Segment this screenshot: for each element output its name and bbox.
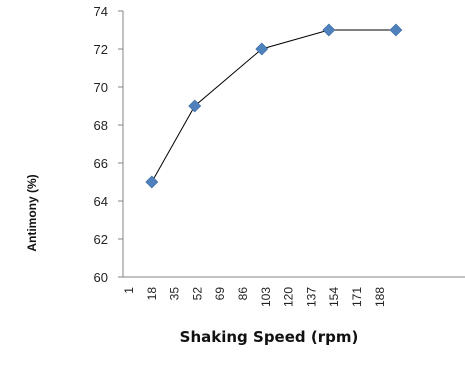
x-tick-label: 18 [145, 287, 159, 301]
x-axis-label: Shaking Speed (rpm) [180, 328, 359, 346]
x-tick-label: 1 [122, 287, 136, 294]
x-tick-label: 69 [213, 287, 227, 301]
y-tick-label: 60 [94, 270, 108, 285]
y-tick-label: 68 [94, 118, 108, 133]
x-tick-label: 103 [259, 287, 273, 307]
x-tick-label: 86 [236, 287, 250, 301]
y-axis-label: Antimony (%) [25, 174, 39, 251]
x-tick-label: 137 [304, 287, 318, 307]
y-tick-label: 74 [94, 4, 108, 19]
y-tick-label: 66 [94, 156, 108, 171]
x-tick-label: 154 [327, 287, 341, 307]
x-tick-label: 35 [168, 287, 182, 301]
y-axis: 60 62 64 66 68 70 72 74 [94, 4, 124, 285]
y-tick-label: 72 [94, 42, 108, 57]
y-tick-label: 62 [94, 232, 108, 247]
x-tick-label: 120 [282, 287, 296, 307]
data-point-marker [255, 42, 269, 56]
y-tick-label: 64 [94, 194, 108, 209]
x-axis: 1 18 35 52 69 86 103 120 137 154 171 188 [122, 276, 465, 307]
data-point-marker [389, 23, 403, 37]
data-point-marker [188, 99, 202, 113]
x-tick-label: 188 [373, 287, 387, 307]
data-point-marker [322, 23, 336, 37]
data-series [145, 23, 403, 189]
x-tick-label: 52 [190, 287, 204, 301]
y-tick-label: 70 [94, 80, 108, 95]
data-point-marker [145, 175, 159, 189]
x-tick-label: 171 [350, 287, 364, 307]
